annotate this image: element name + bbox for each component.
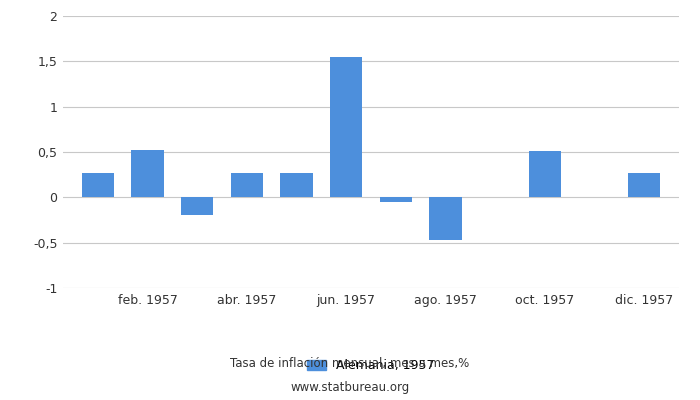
Bar xyxy=(628,173,660,197)
Legend: Alemania, 1957: Alemania, 1957 xyxy=(302,354,440,377)
Bar xyxy=(132,150,164,197)
Bar xyxy=(231,173,263,197)
Bar xyxy=(181,197,214,216)
Text: Tasa de inflación mensual, mes a mes,%: Tasa de inflación mensual, mes a mes,% xyxy=(230,358,470,370)
Text: www.statbureau.org: www.statbureau.org xyxy=(290,382,410,394)
Bar xyxy=(280,173,313,197)
Bar xyxy=(82,173,114,197)
Bar xyxy=(379,197,412,202)
Bar xyxy=(528,151,561,197)
Bar xyxy=(330,57,363,197)
Bar xyxy=(429,197,462,240)
